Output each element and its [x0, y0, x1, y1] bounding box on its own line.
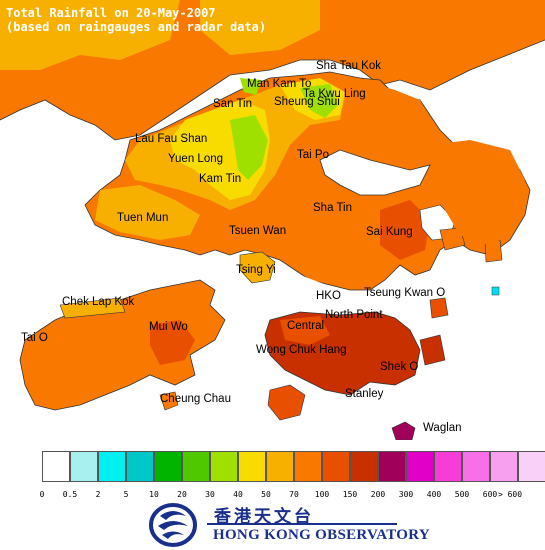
place-label-tai-po: Tai Po [297, 149, 329, 161]
legend-tick-label: 50 [261, 490, 271, 499]
legend-tick-label: 30 [205, 490, 215, 499]
legend-tick-label: 200 [370, 490, 386, 499]
place-label-tuen-mun: Tuen Mun [117, 212, 169, 224]
rainfall-map [0, 0, 545, 440]
rain-zone-70-100 [360, 80, 430, 135]
legend-color-swatch [182, 451, 210, 482]
observatory-logo-icon [149, 503, 197, 547]
place-label-shek-o: Shek O [380, 361, 419, 373]
map-title: Total Rainfall on 20-May-2007 [6, 6, 216, 20]
observatory-name-chinese: 香港天文台 [214, 507, 314, 527]
lamma-island [267, 384, 306, 421]
place-label-sha-tau-kok: Sha Tau Kok [316, 60, 382, 72]
legend-color-swatch [154, 451, 182, 482]
east-island [429, 297, 449, 319]
coastline [0, 39, 545, 141]
place-label-kam-tin: Kam Tin [199, 173, 242, 185]
rain-zone-50-70 [200, 0, 320, 55]
legend-tick-label: > 600 [497, 490, 523, 499]
place-label-central: Central [287, 320, 325, 332]
victoria-harbour [250, 270, 420, 310]
waglan-island [391, 421, 416, 440]
rain-zone-50-70 [0, 0, 180, 70]
legend-color-swatch [126, 451, 154, 482]
legend-color-swatch [490, 451, 518, 482]
place-label-tseung-kwan-o: Tseung Kwan O [364, 287, 446, 299]
legend-tick-label: 150 [342, 490, 358, 499]
legend-tick-label: 2 [95, 490, 101, 499]
place-label-sheung-shui: Sheung Shui [274, 96, 340, 108]
place-label-man-kam-to: Man Kam To [247, 78, 312, 90]
map-subtitle: (based on raingauges and radar data) [6, 20, 267, 34]
legend-color-swatch [350, 451, 378, 482]
legend-color-swatch [518, 451, 545, 482]
logo-divider [207, 523, 397, 525]
place-label-sai-kung: Sai Kung [366, 226, 413, 238]
legend-color-swatch [238, 451, 266, 482]
place-label-lau-fau-shan: Lau Fau Shan [135, 133, 208, 145]
rain-zone-30-40 [230, 115, 268, 180]
rain-zone-70-100 [430, 140, 525, 245]
rain-zone-50-70 [95, 185, 200, 240]
place-label-tai-o: Tai O [21, 332, 48, 344]
rain-zone-100-150 [280, 316, 330, 345]
place-label-stanley: Stanley [345, 388, 384, 400]
legend-tick-label: 10 [149, 490, 159, 499]
legend-color-swatch [322, 451, 350, 482]
legend-tick-label: 70 [289, 490, 299, 499]
place-label-yuen-long: Yuen Long [168, 153, 224, 165]
legend-color-swatch [266, 451, 294, 482]
rain-zone-100-150 [150, 320, 195, 365]
legend-tick-label: 40 [233, 490, 243, 499]
place-label-hko: HKO [316, 290, 341, 302]
legend-tick-label: 400 [426, 490, 442, 499]
place-label-sha-tin: Sha Tin [313, 202, 352, 214]
legend-color-swatch [406, 451, 434, 482]
place-label-ta-kwu-ling: Ta Kwu Ling [303, 88, 366, 100]
rain-zone-30-40 [300, 84, 338, 118]
place-label-cheung-chau: Cheung Chau [160, 393, 231, 405]
place-label-san-tin: San Tin [213, 98, 252, 110]
legend-color-swatch [42, 451, 70, 482]
east-island [419, 334, 446, 366]
legend-color-swatch [378, 451, 406, 482]
airport-island [59, 297, 126, 319]
place-label-wong-chuk-hang: Wong Chuk Hang [256, 344, 347, 356]
cheung-chau-island [159, 391, 179, 411]
tolo-harbour [319, 149, 431, 196]
place-label-waglan: Waglan [423, 422, 462, 434]
legend-tick-label: 600 [482, 490, 498, 499]
place-label-chek-lap-kok: Chek Lap Kok [62, 296, 135, 308]
east-island [484, 239, 503, 263]
legend-color-swatch [294, 451, 322, 482]
place-label-mui-wo: Mui Wo [149, 321, 188, 333]
legend-tick-label: 0 [39, 490, 45, 499]
legend-tick-label: 100 [314, 490, 330, 499]
observatory-name-english: HONG KONG OBSERVATORY [213, 527, 430, 543]
legend-color-swatch [70, 451, 98, 482]
place-label-tsuen-wan: Tsuen Wan [229, 225, 287, 237]
legend-color-swatch [434, 451, 462, 482]
legend-color-swatch [462, 451, 490, 482]
place-label-tsing-yi: Tsing Yi [236, 264, 276, 276]
legend-tick-label: 5 [123, 490, 129, 499]
legend-tick-label: 20 [177, 490, 187, 499]
rain-zone-100-150 [380, 200, 430, 260]
rain-zone-30-40 [240, 78, 262, 95]
tsing-yi-island [239, 251, 276, 284]
legend-color-swatch [98, 451, 126, 482]
place-label-north-point: North Point [325, 309, 383, 321]
legend-color-swatch [210, 451, 238, 482]
east-island [439, 227, 466, 251]
small-island [491, 286, 500, 296]
lantau-island [19, 279, 226, 411]
legend-tick-label: 500 [454, 490, 470, 499]
legend-tick-label: 0.5 [62, 490, 78, 499]
legend-tick-label: 300 [398, 490, 414, 499]
